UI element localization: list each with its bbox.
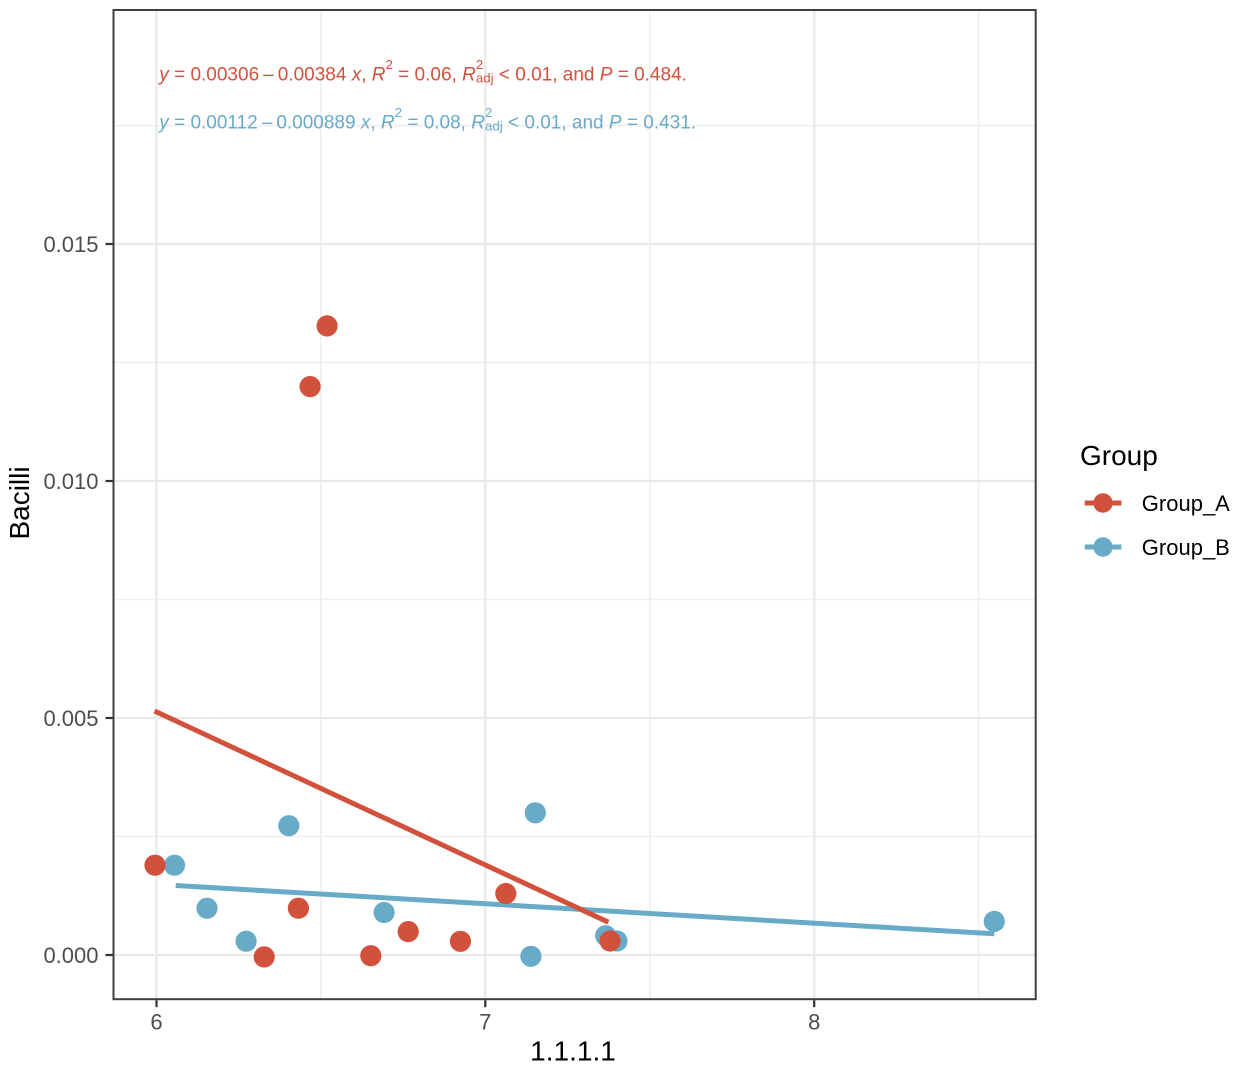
svg-text:0.015: 0.015 xyxy=(43,232,98,257)
svg-text:Group_A: Group_A xyxy=(1142,491,1230,516)
svg-text:0.000: 0.000 xyxy=(43,943,98,968)
svg-text:8: 8 xyxy=(808,1010,820,1035)
svg-text:Group_B: Group_B xyxy=(1142,535,1230,560)
svg-text:Group: Group xyxy=(1080,440,1158,471)
svg-text:1.1.1.1: 1.1.1.1 xyxy=(530,1036,616,1067)
svg-text:7: 7 xyxy=(479,1010,491,1035)
svg-text:Bacilli: Bacilli xyxy=(4,466,35,539)
svg-text:0.010: 0.010 xyxy=(43,469,98,494)
svg-text:0.005: 0.005 xyxy=(43,706,98,731)
svg-text:6: 6 xyxy=(150,1010,162,1035)
